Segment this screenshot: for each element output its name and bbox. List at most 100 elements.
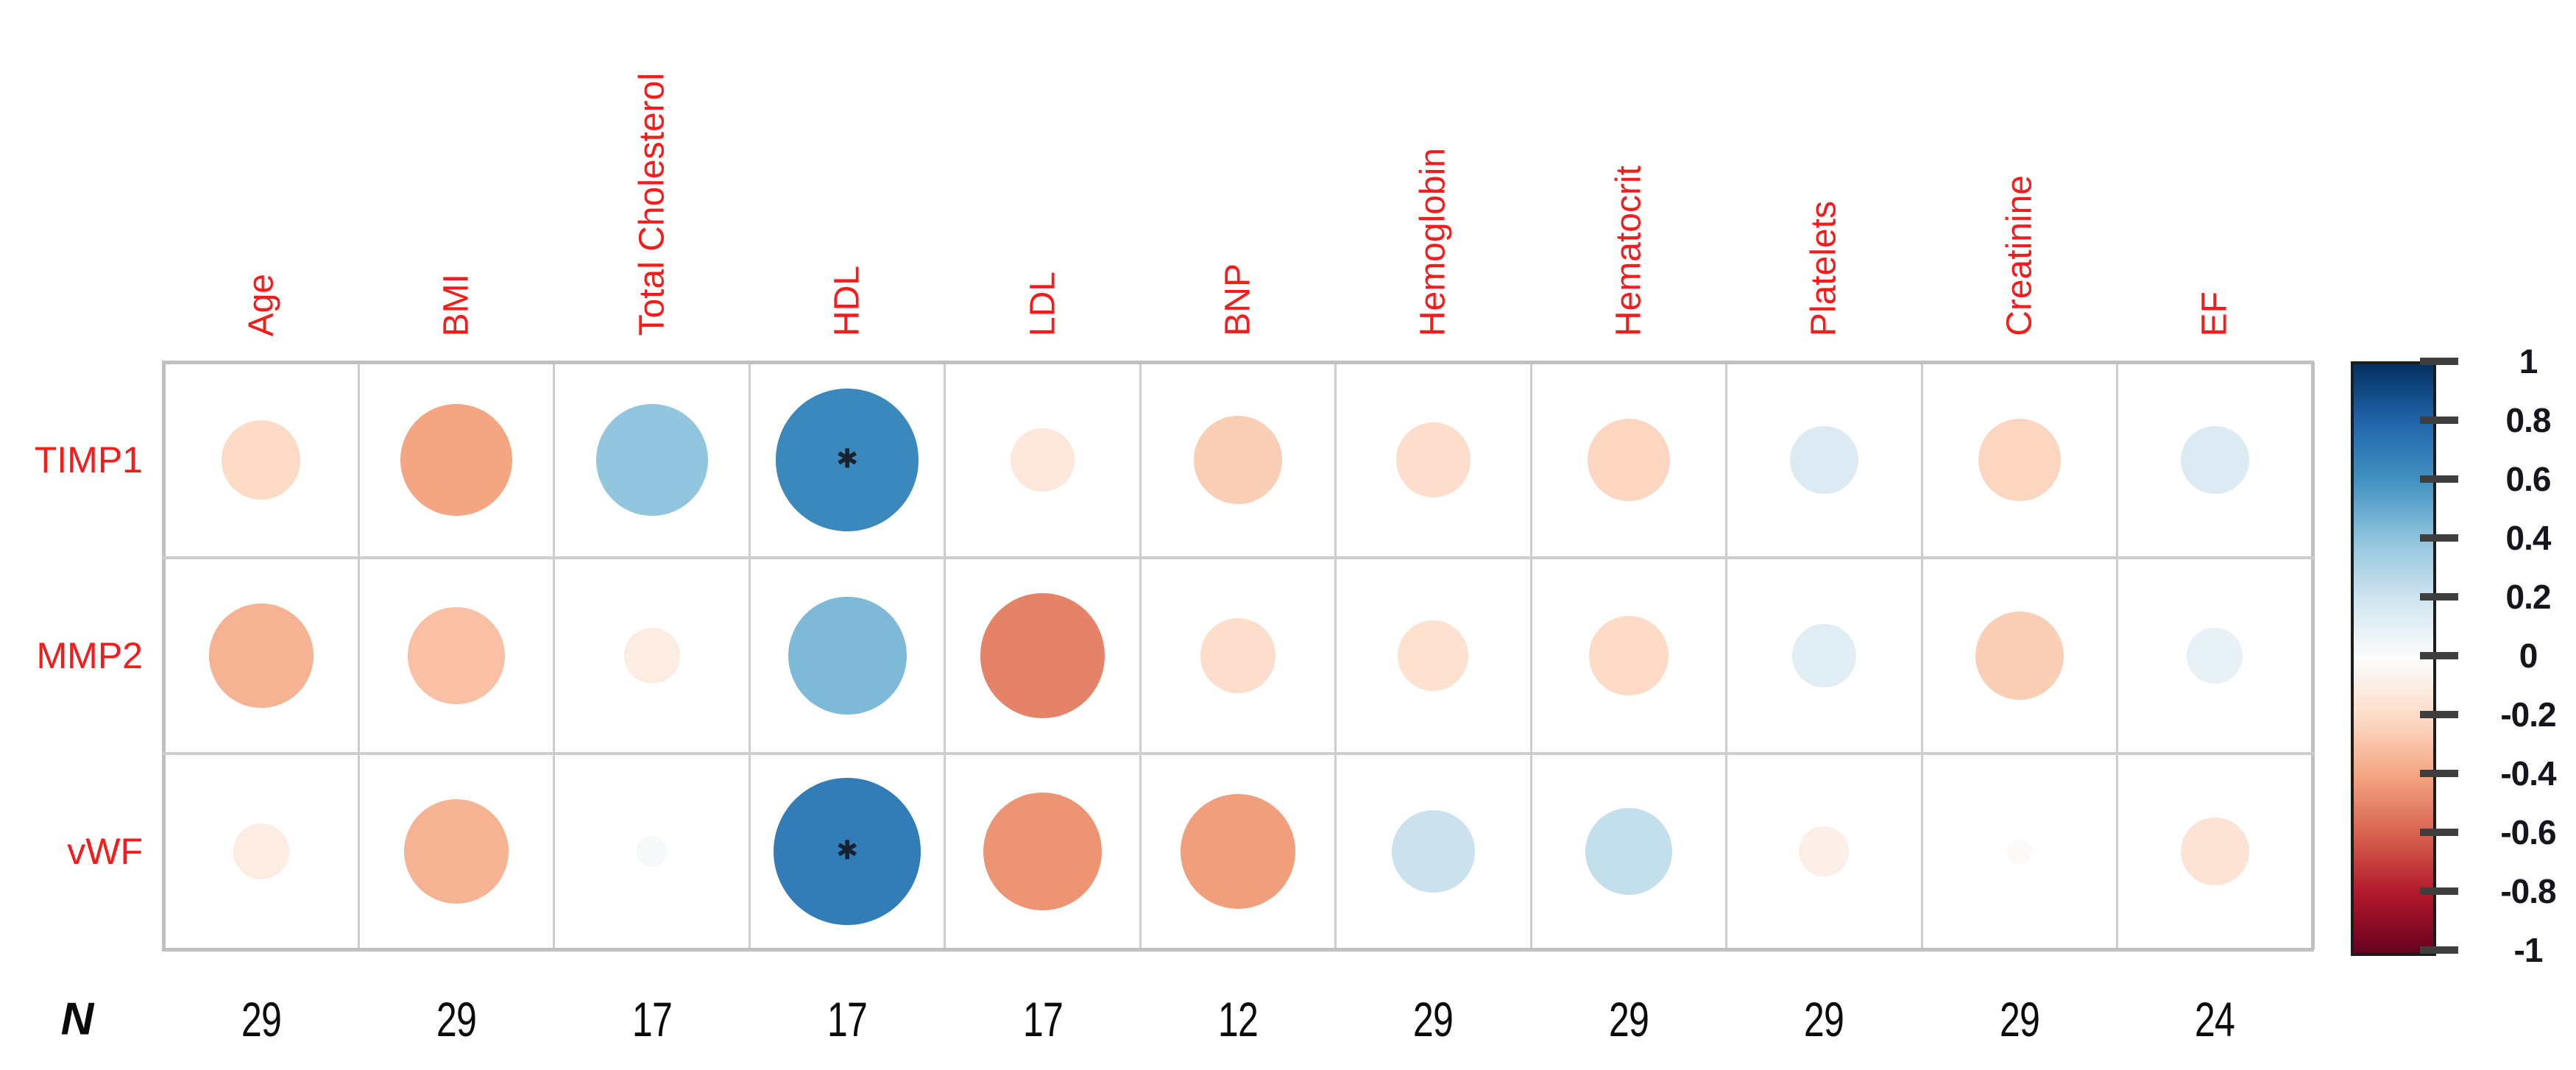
n-value: 29 — [241, 992, 282, 1046]
corr-circle-timp1-bmi — [400, 404, 513, 516]
corr-circle-vwf-hematocrit — [1585, 808, 1672, 895]
grid-vline — [1920, 362, 1923, 949]
corr-circle-timp1-platelets — [1789, 425, 1858, 495]
corr-circle-mmp2-hemoglobin — [1398, 620, 1469, 691]
grid-vline — [2310, 362, 2315, 949]
legend-tick-label: 0.4 — [2505, 519, 2552, 557]
corr-circle-mmp2-ldl — [980, 593, 1105, 718]
legend-tick-label: -1 — [2513, 931, 2544, 969]
grid-vline — [2116, 362, 2119, 949]
legend-tick-label: 1 — [2519, 342, 2538, 380]
legend-tick-label: -0.2 — [2500, 695, 2556, 734]
legend-tick-label: -0.8 — [2500, 872, 2556, 910]
col-label-platelets: Platelets — [1804, 200, 1844, 336]
corr-circle-timp1-ef — [2180, 425, 2249, 495]
corr-circle-vwf-total-cholesterol — [636, 836, 668, 867]
n-row-label: N — [60, 993, 94, 1045]
grid-vline — [748, 362, 751, 949]
legend-tick-label: -0.6 — [2500, 813, 2556, 851]
significance-star: ✱ — [835, 444, 859, 475]
grid-vline — [1139, 362, 1142, 949]
grid-vline — [161, 362, 166, 949]
grid-hline — [162, 947, 2314, 952]
corr-circle-mmp2-platelets — [1792, 623, 1856, 688]
n-value: 29 — [436, 992, 477, 1046]
corr-circle-vwf-bmi — [404, 799, 509, 904]
legend-tick-label: -0.4 — [2500, 754, 2556, 793]
grid-hline — [162, 556, 2314, 559]
col-label-hdl: HDL — [827, 265, 867, 336]
legend-tick-label: 0.8 — [2505, 401, 2552, 439]
legend-tick-label: 0.2 — [2505, 578, 2552, 616]
col-label-hemoglobin: Hemoglobin — [1413, 147, 1453, 336]
legend-tick-label: 0.6 — [2505, 460, 2552, 498]
col-label-hematocrit: Hematocrit — [1609, 165, 1649, 336]
corr-circle-vwf-ldl — [983, 792, 1103, 911]
legend-tick — [2420, 417, 2458, 424]
grid-vline — [944, 362, 946, 949]
corr-circle-mmp2-ef — [2187, 628, 2243, 684]
col-label-ef: EF — [2195, 291, 2234, 336]
legend-tick-label: 0 — [2519, 637, 2538, 675]
col-label-bmi: BMI — [436, 273, 476, 336]
grid-vline — [1725, 362, 1728, 949]
corr-circle-timp1-bnp — [1194, 416, 1282, 504]
row-label-vwf: vWF — [67, 831, 143, 872]
legend-tick — [2420, 358, 2458, 365]
col-label-ldl: LDL — [1022, 271, 1062, 336]
corr-circle-vwf-platelets — [1799, 826, 1850, 876]
corr-circle-mmp2-bnp — [1200, 618, 1275, 693]
n-value: 29 — [1413, 992, 1454, 1046]
corr-circle-vwf-hemoglobin — [1392, 809, 1475, 893]
corr-circle-mmp2-age — [208, 603, 314, 708]
legend-tick — [2420, 652, 2458, 659]
significance-star: ✱ — [835, 835, 859, 866]
col-label-age: Age — [241, 273, 281, 336]
corr-circle-mmp2-creatinine — [1975, 612, 2064, 700]
grid-vline — [553, 362, 556, 949]
grid-vline — [1334, 362, 1337, 949]
grid-hline — [162, 360, 2314, 364]
grid-vline — [1529, 362, 1532, 949]
corr-circle-mmp2-hdl — [788, 596, 907, 715]
corr-circle-vwf-age — [233, 823, 289, 879]
corr-circle-timp1-age — [222, 420, 301, 500]
corr-circle-timp1-ldl — [1011, 428, 1075, 492]
n-value: 17 — [1022, 992, 1063, 1046]
legend-tick — [2420, 534, 2458, 542]
col-label-total-cholesterol: Total Cholesterol — [632, 73, 672, 336]
corr-circle-mmp2-bmi — [408, 607, 505, 704]
n-value: 17 — [631, 992, 672, 1046]
corr-circle-timp1-creatinine — [1978, 418, 2062, 502]
corr-circle-vwf-creatinine — [2006, 839, 2032, 864]
grid-vline — [357, 362, 360, 949]
n-value: 29 — [1804, 992, 1844, 1046]
col-label-creatinine: Creatinine — [2000, 175, 2039, 336]
n-value: 24 — [2195, 992, 2235, 1046]
corr-circle-timp1-hemoglobin — [1395, 422, 1471, 497]
legend-tick — [2420, 946, 2458, 954]
corr-circle-vwf-ef — [2180, 817, 2249, 886]
corr-circle-timp1-hdl — [776, 389, 919, 531]
n-value: 29 — [1608, 992, 1649, 1046]
legend-tick — [2420, 475, 2458, 483]
corr-circle-vwf-bnp — [1181, 794, 1295, 909]
legend-tick — [2420, 887, 2458, 895]
legend-tick — [2420, 829, 2458, 836]
corr-circle-timp1-hematocrit — [1587, 418, 1671, 502]
legend-tick — [2420, 593, 2458, 600]
n-value: 29 — [1999, 992, 2040, 1046]
grid-hline — [162, 752, 2314, 755]
legend-tick — [2420, 770, 2458, 777]
corr-circle-vwf-hdl — [773, 777, 921, 926]
n-value: 17 — [827, 992, 868, 1046]
row-label-timp1: TIMP1 — [34, 439, 143, 481]
corr-circle-timp1-total-cholesterol — [595, 404, 708, 516]
corr-circle-mmp2-hematocrit — [1589, 616, 1669, 695]
legend-tick — [2420, 711, 2458, 718]
col-label-bnp: BNP — [1218, 263, 1258, 336]
n-value: 12 — [1217, 992, 1259, 1046]
row-label-mmp2: MMP2 — [36, 635, 143, 676]
corr-circle-mmp2-total-cholesterol — [623, 628, 680, 684]
